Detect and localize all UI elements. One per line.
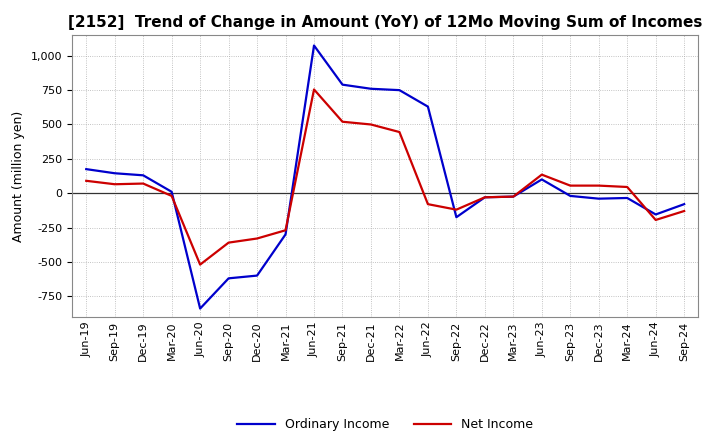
Ordinary Income <box>595 196 603 202</box>
Net Income <box>595 183 603 188</box>
Net Income <box>310 87 318 92</box>
Ordinary Income <box>652 212 660 217</box>
Net Income <box>196 262 204 267</box>
Net Income <box>225 240 233 245</box>
Ordinary Income <box>566 193 575 198</box>
Ordinary Income <box>509 194 518 199</box>
Net Income <box>452 207 461 212</box>
Ordinary Income <box>423 104 432 109</box>
Net Income <box>623 184 631 190</box>
Net Income <box>652 217 660 223</box>
Net Income <box>566 183 575 188</box>
Ordinary Income <box>196 306 204 311</box>
Net Income <box>282 227 290 233</box>
Net Income <box>480 194 489 200</box>
Title: [2152]  Trend of Change in Amount (YoY) of 12Mo Moving Sum of Incomes: [2152] Trend of Change in Amount (YoY) o… <box>68 15 703 30</box>
Net Income <box>366 122 375 127</box>
Ordinary Income <box>310 43 318 48</box>
Ordinary Income <box>253 273 261 278</box>
Ordinary Income <box>167 189 176 194</box>
Ordinary Income <box>139 172 148 178</box>
Net Income <box>423 202 432 207</box>
Net Income <box>139 181 148 186</box>
Ordinary Income <box>282 232 290 237</box>
Ordinary Income <box>680 202 688 207</box>
Ordinary Income <box>395 88 404 93</box>
Net Income <box>253 236 261 241</box>
Ordinary Income <box>452 215 461 220</box>
Net Income <box>82 178 91 183</box>
Ordinary Income <box>480 194 489 200</box>
Ordinary Income <box>366 86 375 92</box>
Ordinary Income <box>110 171 119 176</box>
Net Income <box>680 209 688 214</box>
Ordinary Income <box>82 166 91 172</box>
Y-axis label: Amount (million yen): Amount (million yen) <box>12 110 25 242</box>
Net Income <box>509 194 518 199</box>
Net Income <box>338 119 347 125</box>
Line: Ordinary Income: Ordinary Income <box>86 45 684 308</box>
Net Income <box>395 129 404 135</box>
Ordinary Income <box>623 195 631 201</box>
Ordinary Income <box>338 82 347 87</box>
Net Income <box>167 193 176 198</box>
Line: Net Income: Net Income <box>86 89 684 264</box>
Net Income <box>537 172 546 177</box>
Net Income <box>110 182 119 187</box>
Ordinary Income <box>225 276 233 281</box>
Legend: Ordinary Income, Net Income: Ordinary Income, Net Income <box>232 413 539 436</box>
Ordinary Income <box>537 177 546 182</box>
